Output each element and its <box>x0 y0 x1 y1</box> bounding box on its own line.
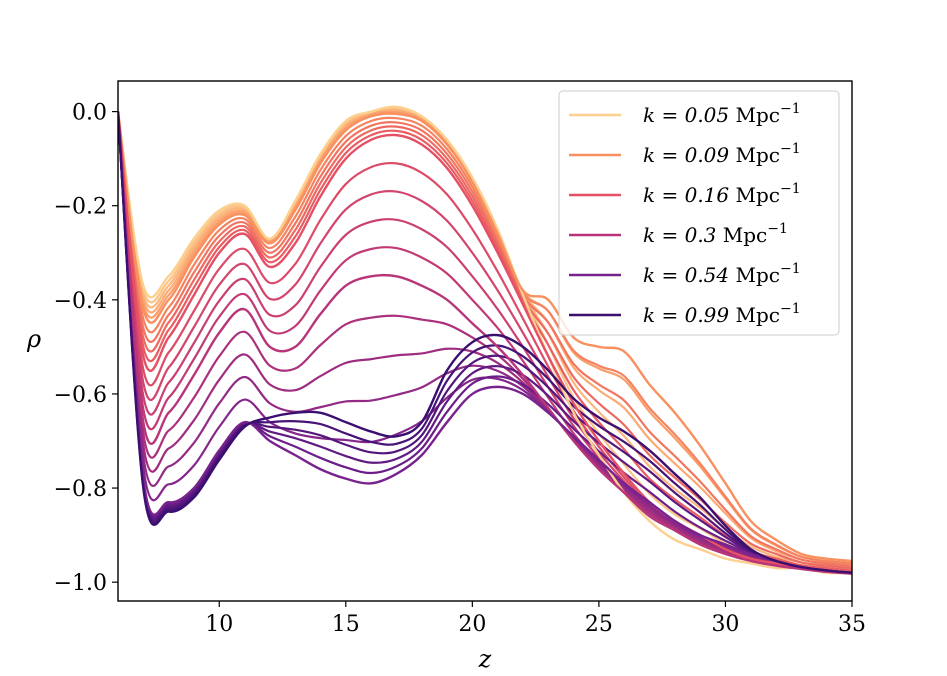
legend-entry-label: k = 0.99 Mpc−1 <box>643 301 801 327</box>
series-line-k=0.05 <box>118 105 852 575</box>
legend-entry-label: k = 0.09 Mpc−1 <box>643 141 801 167</box>
y-tick-label: −0.4 <box>54 289 107 314</box>
y-tick-label: −0.2 <box>54 195 107 220</box>
y-tick-label: −1.0 <box>54 571 107 596</box>
interp-line-1-2 <box>118 111 852 567</box>
y-tick-label: −0.8 <box>54 477 107 502</box>
interp-line-1-1 <box>118 111 852 565</box>
series-line-k=0.3 <box>118 111 852 575</box>
series-line-k=0.99 <box>118 111 852 574</box>
x-tick-label: 35 <box>838 612 866 637</box>
legend-entry-label: k = 0.54 Mpc−1 <box>643 261 801 287</box>
legend-entry-label: k = 0.05 Mpc−1 <box>643 101 801 127</box>
tick-group: 10 15 20 25 30 35 0.0 −0.2 −0.4 −0.6 −0.8 −1.0 <box>54 101 866 637</box>
interp-line-3-1 <box>118 111 852 575</box>
axes-frame <box>117 80 853 602</box>
series-line-k=0.54 <box>118 111 852 574</box>
x-tick-label: 15 <box>332 612 360 637</box>
series-line-k=0.16 <box>118 111 852 574</box>
y-axis-label: ρ <box>26 325 41 353</box>
legend: k = 0.05 Mpc−1 k = 0.09 Mpc−1 k = 0.16 Mpc… <box>558 90 840 336</box>
x-tick-label: 30 <box>711 612 739 637</box>
legend-box <box>558 90 840 336</box>
y-tick-label: 0.0 <box>72 101 107 126</box>
x-tick-label: 25 <box>585 612 613 637</box>
x-tick-label: 20 <box>458 612 486 637</box>
interp-line-3-4 <box>118 111 852 575</box>
legend-entry-label: k = 0.16 Mpc−1 <box>643 181 801 207</box>
series-line-k=0.09 <box>118 111 852 563</box>
y-tick-label: −0.6 <box>54 383 107 408</box>
interp-line-1-3 <box>118 111 852 570</box>
series-group <box>118 105 852 575</box>
x-axis-label: z <box>478 645 492 673</box>
x-tick-label: 10 <box>205 612 233 637</box>
legend-entry-label: k = 0.3 Mpc−1 <box>643 221 788 247</box>
